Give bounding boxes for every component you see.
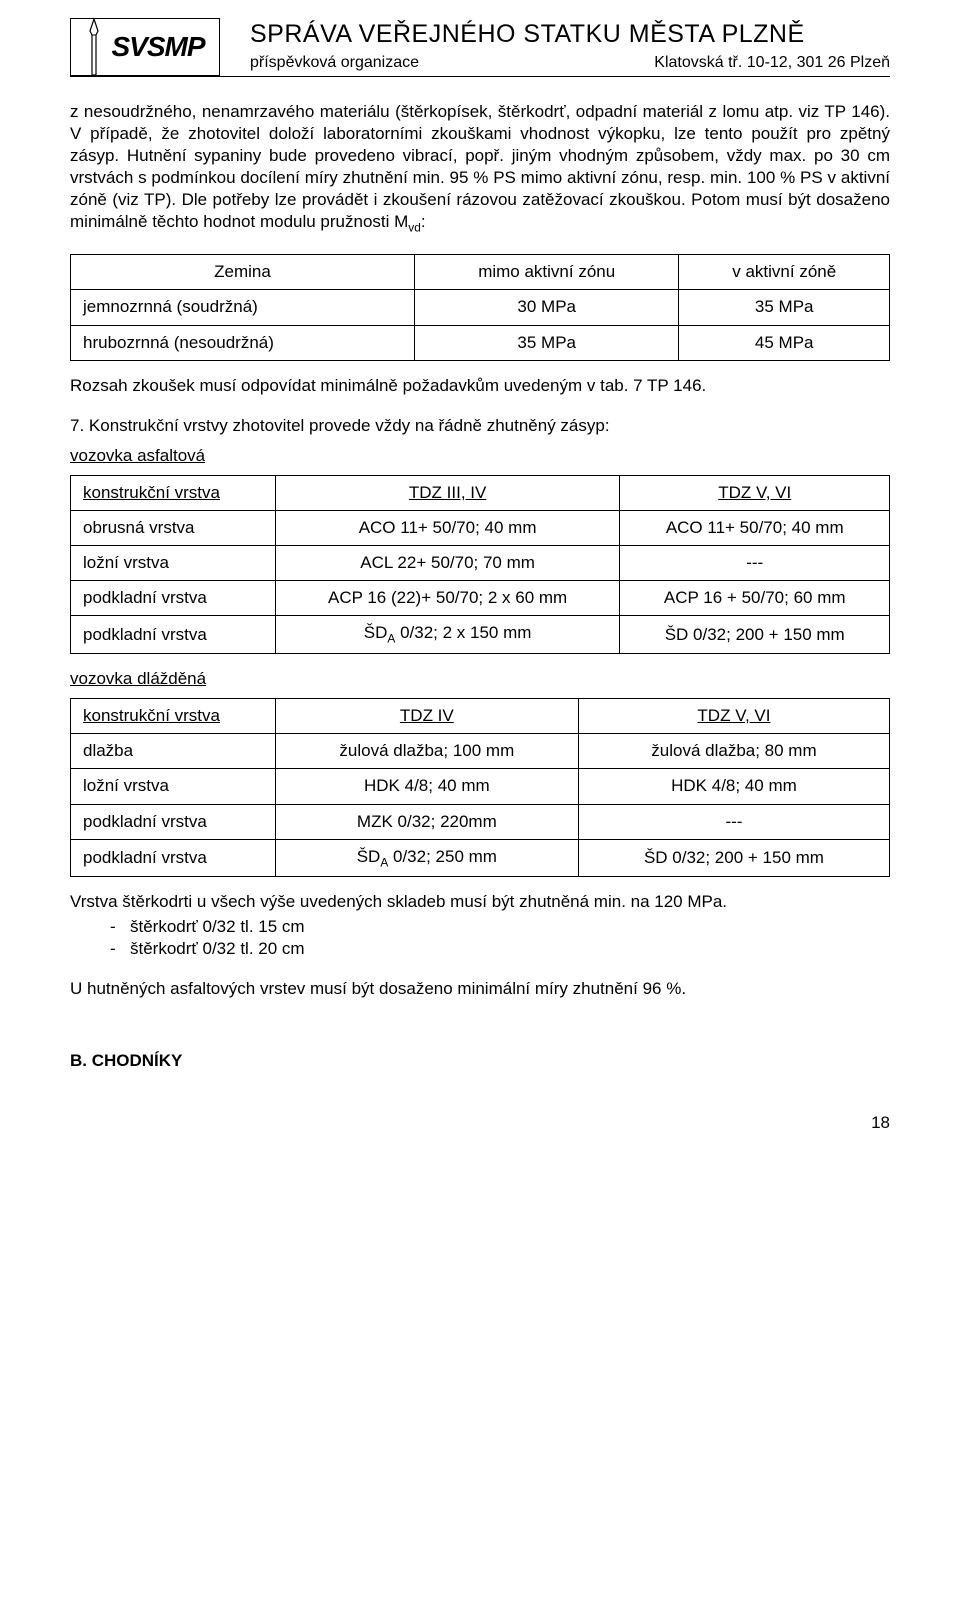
table-row: ložní vrstva ACL 22+ 50/70; 70 mm --- [71, 546, 890, 581]
table-paved: konstrukční vrstva TDZ IV TDZ V, VI dlaž… [70, 698, 890, 877]
org-title: SPRÁVA VEŘEJNÉHO STATKU MĚSTA PLZNĚ [250, 18, 890, 51]
paragraph-intro: z nesoudržného, nenamrzavého materiálu (… [70, 101, 890, 236]
cell: podkladní vrstva [71, 804, 276, 839]
cell-header: mimo aktivní zónu [414, 255, 678, 290]
cell: jemnozrnná (soudržná) [71, 290, 415, 325]
paragraph-compaction: U hutněných asfaltových vrstev musí být … [70, 978, 890, 1000]
cell: ACO 11+ 50/70; 40 mm [275, 510, 620, 545]
table-row: podkladní vrstva ŠDA 0/32; 250 mm ŠD 0/3… [71, 839, 890, 877]
cell-header: TDZ V, VI [578, 699, 889, 734]
cell-header: TDZ IV [275, 699, 578, 734]
table-row: obrusná vrstva ACO 11+ 50/70; 40 mm ACO … [71, 510, 890, 545]
cell-header: konstrukční vrstva [71, 475, 276, 510]
dash-list: -štěrkodrť 0/32 tl. 15 cm -štěrkodrť 0/3… [110, 916, 890, 960]
cell: podkladní vrstva [71, 581, 276, 616]
cell: žulová dlažba; 100 mm [275, 734, 578, 769]
paragraph-item7: 7. Konstrukční vrstvy zhotovitel provede… [70, 415, 890, 437]
cell: --- [578, 804, 889, 839]
logo-box: SVSMP [70, 18, 220, 76]
cell: MZK 0/32; 220mm [275, 804, 578, 839]
list-item: -štěrkodrť 0/32 tl. 15 cm [110, 916, 890, 938]
header-text-block: SPRÁVA VEŘEJNÉHO STATKU MĚSTA PLZNĚ přís… [250, 18, 890, 73]
cell-header: TDZ V, VI [620, 475, 890, 510]
cell: HDK 4/8; 40 mm [578, 769, 889, 804]
table-row: podkladní vrstva ŠDA 0/32; 2 x 150 mm ŠD… [71, 616, 890, 654]
cell-header: v aktivní zóně [679, 255, 890, 290]
cell: 30 MPa [414, 290, 678, 325]
cell: ŠD 0/32; 200 + 150 mm [578, 839, 889, 877]
list-item: -štěrkodrť 0/32 tl. 20 cm [110, 938, 890, 960]
table-row: ložní vrstva HDK 4/8; 40 mm HDK 4/8; 40 … [71, 769, 890, 804]
cell: ŠDA 0/32; 2 x 150 mm [275, 616, 620, 654]
table-row: jemnozrnná (soudržná) 30 MPa 35 MPa [71, 290, 890, 325]
page-number: 18 [70, 1112, 890, 1134]
table-asphalt: konstrukční vrstva TDZ III, IV TDZ V, VI… [70, 475, 890, 654]
cell-header: TDZ III, IV [275, 475, 620, 510]
cell: ŠDA 0/32; 250 mm [275, 839, 578, 877]
table-modulus: Zemina mimo aktivní zónu v aktivní zóně … [70, 254, 890, 360]
section-b-heading: B. CHODNÍKY [70, 1050, 890, 1072]
org-subtitle-row: příspěvková organizace Klatovská tř. 10-… [250, 53, 890, 74]
cell: 45 MPa [679, 325, 890, 360]
table-row: konstrukční vrstva TDZ III, IV TDZ V, VI [71, 475, 890, 510]
table-row: podkladní vrstva MZK 0/32; 220mm --- [71, 804, 890, 839]
heading-vozovka-dlazdena: vozovka dlážděná [70, 668, 890, 690]
cell: --- [620, 546, 890, 581]
paragraph-layer-note: Vrstva štěrkodrti u všech výše uvedených… [70, 891, 890, 913]
cell: 35 MPa [679, 290, 890, 325]
cell-header: Zemina [71, 255, 415, 290]
table-row: podkladní vrstva ACP 16 (22)+ 50/70; 2 x… [71, 581, 890, 616]
cell: ŠD 0/32; 200 + 150 mm [620, 616, 890, 654]
cell: ACP 16 + 50/70; 60 mm [620, 581, 890, 616]
table-row: konstrukční vrstva TDZ IV TDZ V, VI [71, 699, 890, 734]
cell: hrubozrnná (nesoudržná) [71, 325, 415, 360]
paragraph-scope: Rozsah zkoušek musí odpovídat minimálně … [70, 375, 890, 397]
cell: ložní vrstva [71, 546, 276, 581]
page-header: SVSMP SPRÁVA VEŘEJNÉHO STATKU MĚSTA PLZN… [70, 18, 890, 77]
cell: dlažba [71, 734, 276, 769]
cell: HDK 4/8; 40 mm [275, 769, 578, 804]
cell: ložní vrstva [71, 769, 276, 804]
logo-text: SVSMP [111, 29, 204, 65]
cell: podkladní vrstva [71, 839, 276, 877]
table-row: hrubozrnná (nesoudržná) 35 MPa 45 MPa [71, 325, 890, 360]
cell: obrusná vrstva [71, 510, 276, 545]
heading-vozovka-asfaltova: vozovka asfaltová [70, 445, 890, 467]
org-type: příspěvková organizace [250, 53, 419, 74]
pen-icon [85, 17, 105, 77]
cell: ACP 16 (22)+ 50/70; 2 x 60 mm [275, 581, 620, 616]
cell: podkladní vrstva [71, 616, 276, 654]
cell: 35 MPa [414, 325, 678, 360]
table-row: dlažba žulová dlažba; 100 mm žulová dlaž… [71, 734, 890, 769]
cell: žulová dlažba; 80 mm [578, 734, 889, 769]
org-address: Klatovská tř. 10-12, 301 26 Plzeň [654, 53, 890, 74]
cell-header: konstrukční vrstva [71, 699, 276, 734]
table-row: Zemina mimo aktivní zónu v aktivní zóně [71, 255, 890, 290]
cell: ACL 22+ 50/70; 70 mm [275, 546, 620, 581]
cell: ACO 11+ 50/70; 40 mm [620, 510, 890, 545]
